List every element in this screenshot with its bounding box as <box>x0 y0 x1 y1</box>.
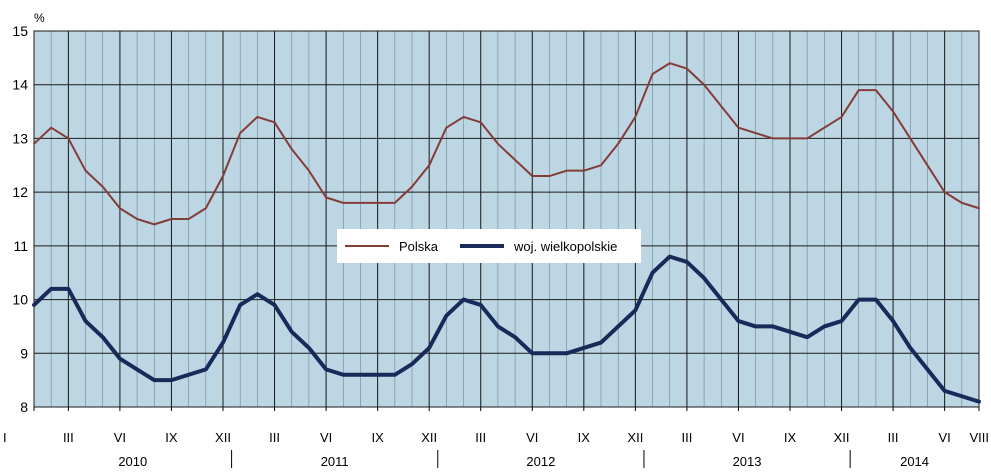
x-tick-label: III <box>888 430 899 445</box>
x-tick-label: XII <box>627 430 643 445</box>
x-tick-label: VI <box>114 430 126 445</box>
x-tick-label: VI <box>526 430 538 445</box>
legend-line-polska <box>345 245 389 247</box>
x-tick-label: I <box>3 430 7 445</box>
y-axis-label: % <box>34 11 45 25</box>
x-tick-label: VI <box>938 430 950 445</box>
legend-line-wielkopolskie <box>460 244 505 248</box>
legend-label-polska: Polska <box>399 238 439 254</box>
year-label: 2011 <box>321 454 349 468</box>
grid <box>33 30 980 408</box>
series-group <box>32 62 981 404</box>
x-tick-label: III <box>475 430 486 445</box>
x-tick-label: XII <box>215 430 231 445</box>
y-tick-label: 11 <box>13 238 28 254</box>
x-tick-label: VIII <box>969 430 989 445</box>
x-tick-label: IX <box>578 430 591 445</box>
year-label: 2013 <box>733 454 762 468</box>
y-axis: 8 9 10 11 12 13 14 15 <box>12 23 28 415</box>
y-tick-label: 14 <box>12 77 28 93</box>
y-tick-label: 9 <box>20 345 28 361</box>
x-tick-label: IX <box>784 430 797 445</box>
year-label: 2014 <box>900 454 929 468</box>
y-tick-label: 15 <box>12 23 28 39</box>
y-tick-label: 8 <box>20 399 28 415</box>
x-tick-label: III <box>63 430 74 445</box>
series-line-polska <box>33 62 980 226</box>
year-label: 2012 <box>526 454 555 468</box>
x-tick-label: VI <box>320 430 332 445</box>
plot-area <box>34 31 979 407</box>
plot-frame <box>33 30 980 408</box>
legend-item-wielkopolskie: woj. wielkopolskie <box>460 239 617 254</box>
x-tick-label: IX <box>371 430 384 445</box>
x-axis: I III VI IX XII III VI IX XII III VI IX XII III VI IX XI… <box>3 407 989 469</box>
y-tick-label: 13 <box>12 130 28 146</box>
series-line-wielkopolskie <box>32 254 981 404</box>
legend-item-polska: Polska <box>345 239 438 254</box>
legend: Polska woj. wielkopolskie <box>337 229 641 263</box>
y-tick-label: 12 <box>12 184 28 200</box>
plot-background <box>34 31 979 407</box>
x-tick-label: III <box>269 430 280 445</box>
x-tick-label: IX <box>165 430 178 445</box>
x-tick-label: III <box>681 430 692 445</box>
y-tick-label: 10 <box>12 292 28 308</box>
x-tick-label: XII <box>421 430 437 445</box>
year-label: 2010 <box>118 454 147 468</box>
x-tick-label: VI <box>732 430 744 445</box>
x-tick-label: XII <box>834 430 850 445</box>
legend-label-wielkopolskie: woj. wielkopolskie <box>514 238 618 254</box>
